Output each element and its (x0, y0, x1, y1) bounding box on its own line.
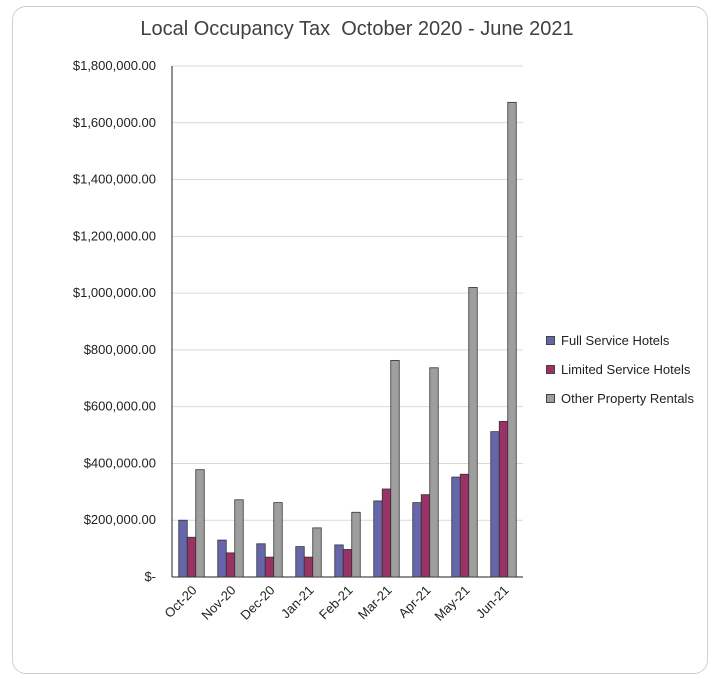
bar (459, 473, 470, 578)
y-tick-label: $1,600,000.00 (73, 115, 156, 130)
legend-swatch-limited-service (546, 365, 555, 374)
bar (381, 488, 392, 578)
bar (373, 500, 383, 578)
legend-label-other-rentals: Other Property Rentals (561, 391, 694, 406)
x-tick-label: Feb-21 (316, 583, 356, 623)
y-tick-label: $600,000.00 (84, 399, 156, 414)
legend-label-limited-service: Limited Service Hotels (561, 362, 691, 377)
x-tick-label: Dec-20 (237, 583, 277, 623)
y-tick-label: $800,000.00 (84, 342, 156, 357)
x-tick-label: Jun-21 (473, 583, 512, 622)
legend-label-full-service: Full Service Hotels (561, 333, 670, 348)
bar (195, 469, 205, 578)
bar (490, 431, 500, 578)
bar (498, 421, 509, 578)
x-tick-label: Nov-20 (198, 583, 238, 623)
legend-item-other-rentals: Other Property Rentals (546, 384, 694, 413)
bar (420, 494, 431, 578)
x-tick-label: Jan-21 (278, 583, 317, 622)
bar (264, 556, 275, 578)
bar (351, 511, 361, 578)
legend-swatch-other-rentals (546, 394, 555, 403)
bar (451, 476, 461, 578)
bar (429, 367, 439, 578)
chart-title: Local Occupancy Tax October 2020 - June … (140, 18, 574, 40)
bar (507, 101, 517, 578)
bar (312, 527, 322, 578)
x-tick-label: Apr-21 (395, 583, 433, 621)
bar (342, 549, 353, 578)
bar (225, 552, 236, 578)
bar (273, 502, 283, 578)
bar (468, 287, 478, 578)
legend-swatch-full-service (546, 336, 555, 345)
x-tick-label: Oct-20 (161, 583, 199, 621)
bar (256, 543, 266, 578)
legend-item-full-service: Full Service Hotels (546, 326, 694, 355)
y-tick-label: $1,000,000.00 (73, 285, 156, 300)
bar (334, 544, 344, 578)
bar (412, 502, 422, 578)
bar (295, 546, 305, 578)
bar (303, 556, 314, 578)
legend-item-limited-service: Limited Service Hotels (546, 355, 694, 384)
bar (390, 359, 400, 578)
bar (217, 539, 227, 578)
y-tick-label: $200,000.00 (84, 512, 156, 527)
bar (186, 536, 197, 578)
y-tick-label: $1,200,000.00 (73, 228, 156, 243)
y-tick-label: $1,800,000.00 (73, 58, 156, 73)
bar (234, 499, 244, 578)
x-tick-label: Mar-21 (355, 583, 395, 623)
y-tick-label: $- (144, 569, 156, 584)
y-tick-label: $400,000.00 (84, 455, 156, 470)
bar (178, 519, 188, 578)
chart-legend: Full Service Hotels Limited Service Hote… (546, 326, 694, 413)
y-tick-label: $1,400,000.00 (73, 172, 156, 187)
x-tick-label: May-21 (431, 583, 472, 624)
